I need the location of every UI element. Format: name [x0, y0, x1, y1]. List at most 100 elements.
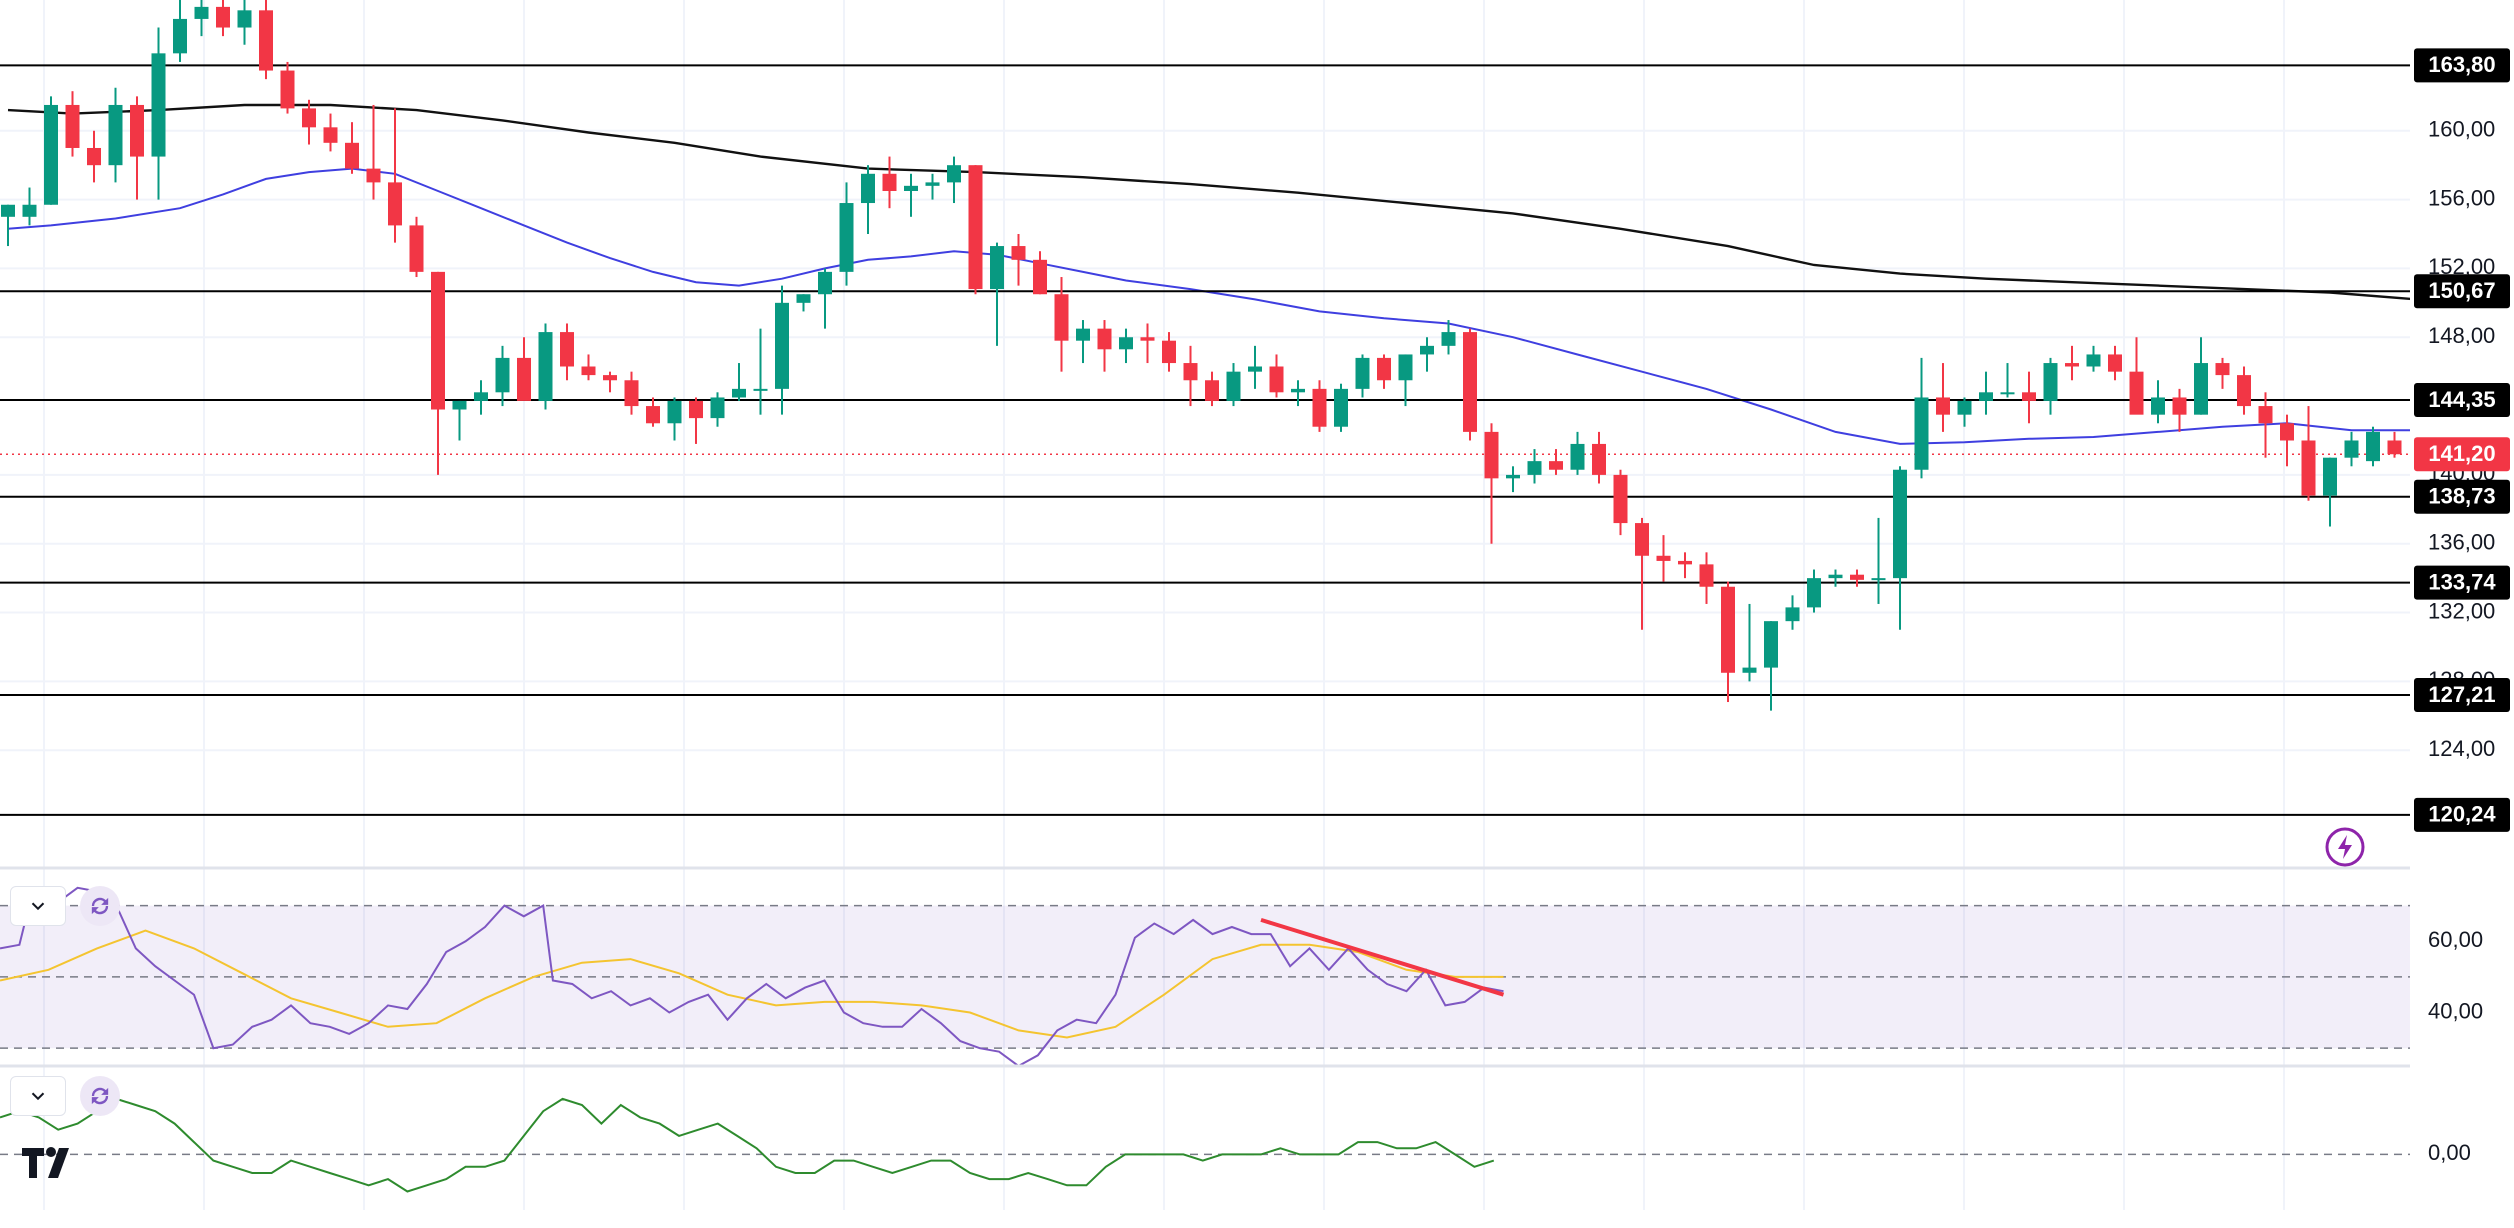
candle [1506, 466, 1520, 493]
candle [2108, 345, 2122, 381]
candle-body [151, 53, 166, 157]
macd-tick-label: 0,00 [2428, 1140, 2471, 1165]
candle [624, 371, 639, 415]
candle [1936, 363, 1950, 432]
candle [603, 371, 617, 393]
candle-body [2387, 440, 2402, 455]
candle [968, 165, 983, 295]
candle-body [2280, 423, 2294, 441]
candle-body [1420, 345, 1434, 355]
refresh-icon [91, 1087, 109, 1105]
rsi-refresh-button[interactable] [80, 886, 120, 926]
candle [237, 0, 252, 45]
axis-background [2410, 0, 2514, 1223]
candle-body [1463, 332, 1477, 432]
candle [452, 400, 467, 441]
moving-average-short [7, 167, 2438, 445]
tradingview-logo-icon[interactable] [22, 1146, 82, 1180]
candle [1914, 357, 1929, 479]
candle-body [1957, 400, 1972, 415]
candle [2043, 357, 2058, 415]
candle [22, 187, 37, 226]
lightning-icon[interactable] [2324, 826, 2366, 868]
candle [775, 285, 789, 415]
candle-body [1484, 431, 1499, 479]
candle [151, 27, 166, 200]
candle [431, 271, 445, 475]
candle-body [2151, 397, 2165, 415]
candle [323, 113, 338, 152]
candle-body [366, 168, 381, 183]
candle [990, 242, 1004, 346]
candle [1140, 323, 1155, 364]
candle [732, 363, 746, 401]
candle-body [1162, 340, 1176, 364]
candle-body [1506, 474, 1520, 479]
candle-body [1871, 578, 1886, 581]
grid [0, 0, 2410, 1210]
candle [1377, 354, 1391, 389]
candle [108, 87, 123, 183]
candle-body [818, 271, 832, 295]
macd-refresh-button[interactable] [80, 1076, 120, 1116]
level-label: 163,80 [2428, 52, 2495, 77]
candle [2000, 363, 2015, 398]
candle-body [1054, 294, 1069, 341]
level-label: 150,67 [2428, 278, 2495, 303]
candle-body [775, 302, 789, 389]
candle-body [302, 108, 316, 128]
candle [216, 0, 230, 37]
candle-body [2065, 363, 2079, 367]
candle-body [796, 294, 811, 303]
candle [1097, 320, 1112, 372]
candle-body [65, 104, 80, 148]
candle-body [646, 406, 660, 424]
candle [538, 323, 553, 410]
candle [2065, 345, 2079, 381]
candle-body [2086, 354, 2101, 367]
candle-body [1441, 332, 1456, 346]
candle [2151, 380, 2165, 424]
candle-body [452, 400, 467, 410]
candle [2280, 414, 2294, 467]
candle-body [990, 246, 1004, 290]
moving-average-long [7, 103, 2438, 303]
candle [689, 397, 703, 444]
candle-body [431, 271, 445, 410]
candle-body [1721, 586, 1735, 673]
candle [1549, 449, 1563, 475]
candle-body [1936, 397, 1950, 415]
candle-body [1764, 621, 1778, 668]
candle [1441, 320, 1456, 355]
candle [1957, 397, 1972, 427]
candle-body [1527, 461, 1542, 475]
candle [1764, 621, 1778, 711]
candle [87, 130, 101, 183]
candle [1807, 569, 1821, 613]
candle-body [925, 182, 940, 186]
candle [1033, 251, 1047, 295]
level-label-box [2414, 479, 2510, 514]
candle-body [1635, 523, 1649, 556]
candle [2258, 392, 2273, 458]
candle-body [323, 127, 338, 143]
candle [1312, 380, 1327, 432]
candle-body [1592, 443, 1606, 475]
candle-body [495, 357, 510, 393]
candle-body [280, 70, 295, 109]
macd-collapse-button[interactable] [10, 1076, 66, 1116]
candle-body [753, 388, 768, 391]
candle-body [947, 165, 961, 183]
candle [2194, 337, 2208, 415]
candle [1699, 552, 1714, 604]
candle [753, 328, 768, 415]
candle [1420, 337, 1434, 372]
candle [1678, 552, 1692, 579]
candle-body [1742, 667, 1757, 673]
candle [839, 182, 854, 286]
candle [2301, 406, 2316, 501]
candle [1527, 449, 1542, 484]
candle-body [1076, 328, 1090, 341]
candle-body [1570, 443, 1585, 470]
rsi-collapse-button[interactable] [10, 886, 66, 926]
